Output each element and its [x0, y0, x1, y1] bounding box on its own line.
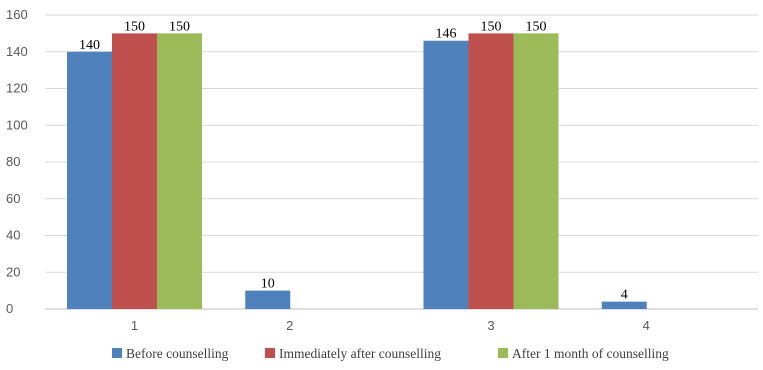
- legend: Before counselling Immediately after coun…: [112, 346, 669, 361]
- legend-swatch: [112, 348, 122, 358]
- bar: [157, 33, 202, 309]
- bar: [468, 33, 514, 309]
- y-tick-label: 80: [6, 154, 20, 169]
- y-tick-label: 100: [6, 117, 28, 132]
- bar: [67, 51, 112, 309]
- y-tick-label: 40: [6, 228, 20, 243]
- x-tick-label: 1: [131, 318, 138, 333]
- data-label: 150: [526, 19, 547, 34]
- bar: [423, 40, 469, 309]
- y-tick-label: 120: [6, 81, 28, 96]
- legend-label: Before counselling: [126, 346, 229, 361]
- data-label: 4: [621, 288, 628, 303]
- legend-label: Immediately after counselling: [279, 346, 441, 361]
- data-labels: 140 150 150 10 146 150 150 4: [79, 19, 628, 302]
- y-tick-label: 160: [6, 7, 28, 22]
- data-label: 150: [124, 19, 145, 34]
- y-axis-tick-labels: 0 20 40 60 80 100 120 140 160: [6, 7, 28, 316]
- data-label: 150: [481, 19, 502, 34]
- data-label: 150: [169, 19, 190, 34]
- y-tick-label: 20: [6, 264, 20, 279]
- y-tick-label: 0: [6, 301, 13, 316]
- data-label: 146: [436, 27, 457, 42]
- data-label: 140: [79, 38, 100, 53]
- x-tick-label: 4: [643, 318, 650, 333]
- bar: [601, 301, 647, 309]
- bar: [112, 33, 157, 309]
- legend-label: After 1 month of counselling: [512, 346, 669, 361]
- x-tick-label: 3: [487, 318, 494, 333]
- data-label: 10: [261, 277, 275, 292]
- y-tick-label: 140: [6, 44, 28, 59]
- bar: [513, 33, 559, 309]
- x-axis-tick-labels: 1 2 3 4: [131, 318, 650, 333]
- x-tick-label: 2: [286, 318, 293, 333]
- y-tick-label: 60: [6, 191, 20, 206]
- bars: [67, 33, 647, 309]
- legend-swatch: [498, 348, 508, 358]
- legend-swatch: [265, 348, 275, 358]
- bar: [245, 290, 291, 309]
